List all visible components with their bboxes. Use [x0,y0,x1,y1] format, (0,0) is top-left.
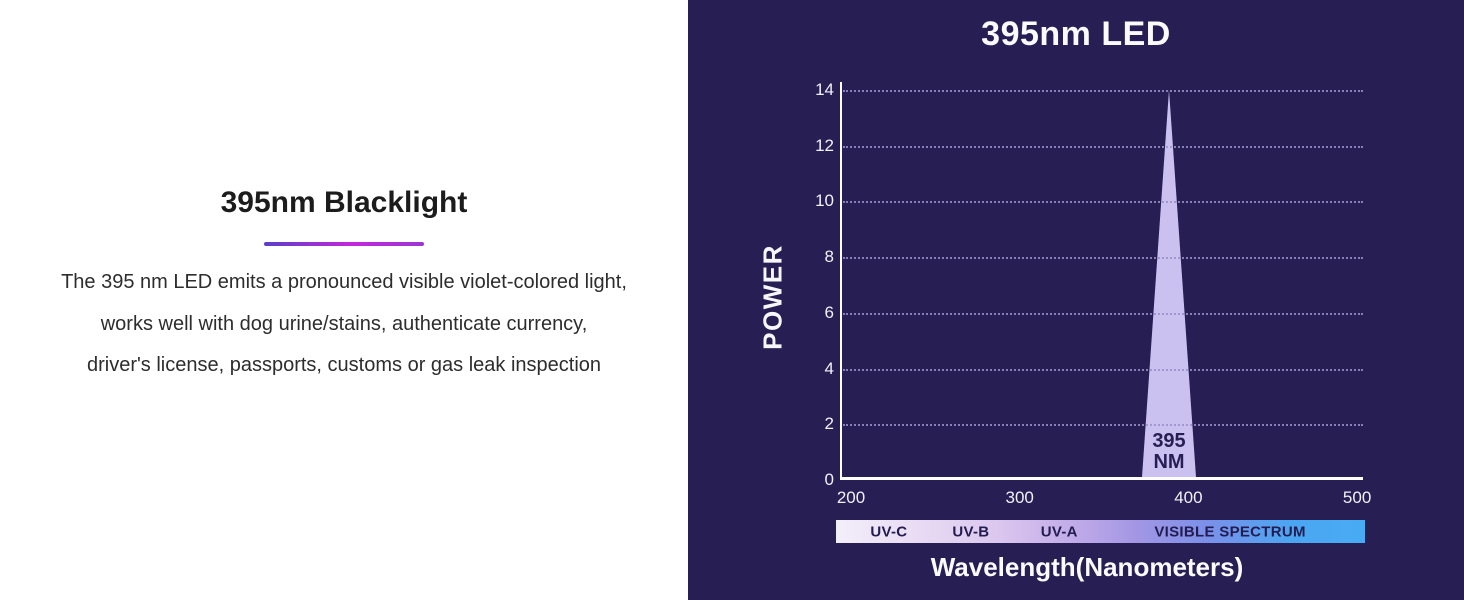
x-tick-label-200: 200 [836,488,866,507]
spectrum-gradient-bar: UV-C UV-B UV-A VISIBLE SPECTRUM [836,520,1365,543]
y-tick-label-2: 2 [824,414,834,434]
chart-title: 395nm LED [981,15,1171,53]
x-axis-title: Wavelength(Nanometers) [930,552,1244,582]
peak-label-line-1: 395 [1152,430,1186,452]
y-axis-title: POWER [757,244,788,350]
emission-spike [1142,90,1196,477]
y-tick-label-14: 14 [815,80,834,99]
section-heading: 395nm Blacklight [220,186,468,219]
description-line-3: driver's license, passports, customs or … [86,354,602,376]
y-tick-label-0: 0 [824,469,834,489]
y-tick-label-8: 8 [824,247,834,267]
spectrum-segment-label-visible-spectrum: VISIBLE SPECTRUM [1154,523,1306,540]
gridline-y-8 [843,257,1363,260]
x-tick-label-300: 300 [1005,488,1034,507]
peak-wavelength-label: 395 NM [1152,431,1185,473]
spectrum-segment-label-uv-b: UV-B [952,523,990,540]
heading-accent-underline [264,242,424,246]
description-block: The 395 nm LED emits a pronounced visibl… [0,262,688,387]
description-line-2: works well with dog urine/stains, authen… [100,312,588,335]
peak-label-line-2: NM [1153,451,1185,473]
x-tick-label-500: 500 [1342,488,1372,507]
spectrum-segment-label-uv-a: UV-A [1040,523,1078,540]
plot-area: 395 NM 0 2 4 6 8 10 12 14 200 300 400 500 [815,80,1371,507]
description-line-1: The 395 nm LED emits a pronounced visibl… [61,271,627,293]
gridline-y-4 [843,368,1363,371]
chart-panel: 395nm LED POWER 395 NM 0 2 4 6 8 10 12 14 200 300… [688,0,1464,600]
text-panel: 395nm Blacklight The 395 nm LED emits a … [0,0,688,600]
gridline-y-2 [843,424,1363,427]
y-tick-label-4: 4 [824,358,834,378]
gridline-y-6 [843,312,1363,315]
gridline-y-12 [843,145,1363,148]
x-tick-label-400: 400 [1174,488,1203,507]
gridline-y-10 [843,201,1363,204]
y-tick-label-6: 6 [824,302,834,322]
y-tick-label-12: 12 [815,135,834,155]
gridline-y-14 [843,90,1363,92]
spectrum-segment-label-uv-c: UV-C [870,523,908,540]
y-tick-label-10: 10 [815,191,834,211]
